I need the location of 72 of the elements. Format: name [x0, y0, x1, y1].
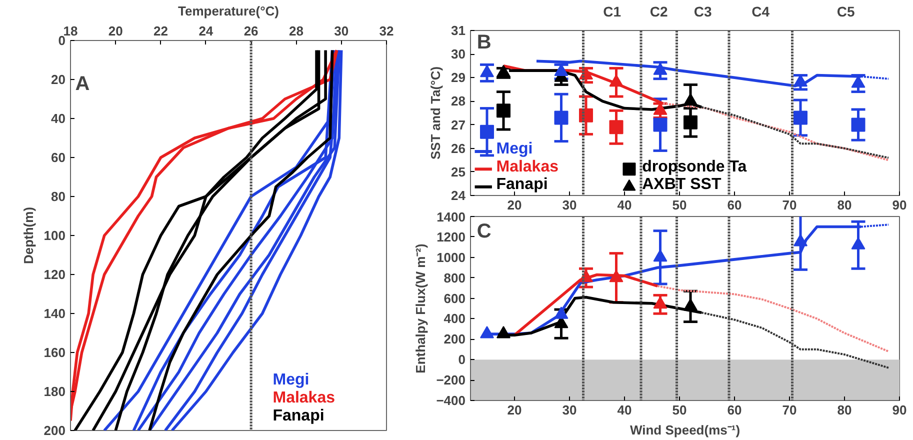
x-tick-label: 60 [727, 198, 742, 212]
y-tick-label: 24 [451, 188, 466, 203]
x-tick-label: 30 [562, 198, 577, 212]
x-tick-label: 40 [617, 402, 632, 418]
x-axis-title: Wind Speed(ms⁻¹) [630, 422, 740, 438]
y-tick-label: 800 [444, 270, 466, 286]
y-tick-label: 27 [451, 117, 466, 132]
x-tick-label: 80 [837, 402, 852, 418]
y-tick-label: 200 [444, 332, 466, 347]
x-tick-label: 40 [617, 198, 632, 212]
x-tick-label: 70 [782, 402, 797, 418]
y-tick-label: −200 [436, 372, 466, 388]
x-axis-title: Temperature(°C) [178, 4, 280, 18]
text: Megi [272, 372, 310, 389]
x-tick-label: 90 [892, 198, 907, 212]
legend-label: Megi [496, 140, 533, 158]
legend-label: dropsonde Ta [642, 158, 747, 176]
y-tick-label: 28 [451, 94, 466, 109]
y-axis-title: SST and Ta(°C) [428, 66, 444, 160]
legend-label: AXBT SST [642, 176, 722, 194]
y-tick-label: 20 [51, 72, 66, 87]
x-tick-label: 20 [507, 402, 522, 418]
x-tick-label: 20 [108, 24, 123, 38]
y-axis-title: Enthalpy Flux(W m⁻²) [413, 244, 428, 374]
x-tick-label: 50 [672, 402, 687, 418]
x-tick-label: 20 [507, 198, 522, 212]
text: Malakas [272, 390, 336, 407]
y-tick-label: 100 [44, 228, 66, 243]
y-tick-label: 180 [44, 384, 66, 399]
y-axis-title: Depth(m) [20, 206, 36, 264]
legend-label: Fanapi [496, 176, 548, 194]
y-tick-label: 120 [44, 267, 66, 282]
x-tick-label: 26 [244, 24, 258, 38]
y-tick-label: 1000 [436, 250, 466, 265]
y-tick-label: 25 [451, 164, 466, 180]
y-tick-label: 29 [451, 70, 466, 86]
y-tick-label: 600 [444, 290, 466, 306]
y-tick-label: 60 [51, 150, 66, 165]
x-tick-label: 30 [334, 24, 349, 38]
x-tick-label: 28 [288, 24, 304, 38]
y-tick-label: 140 [44, 306, 66, 321]
x-tick-label: 60 [727, 402, 742, 418]
y-tick-label: 40 [51, 111, 66, 126]
y-tick-label: 0 [58, 33, 66, 48]
y-tick-label: 31 [451, 23, 466, 38]
text: C1 [603, 4, 622, 20]
y-tick-label: 26 [451, 140, 466, 156]
x-tick-label: 50 [672, 198, 687, 212]
x-tick-label: 70 [782, 198, 797, 212]
x-tick-label: 22 [154, 24, 168, 38]
legend-label: Malakas [496, 158, 559, 176]
y-tick-label: 30 [451, 46, 466, 62]
text: C3 [694, 4, 712, 20]
y-tick-label: 400 [444, 311, 466, 326]
text: C2 [650, 4, 668, 20]
y-tick-label: 160 [44, 345, 66, 360]
y-tick-label: 1400 [436, 210, 466, 224]
y-tick-label: 0 [458, 352, 466, 368]
x-tick-label: 24 [198, 24, 214, 38]
x-tick-label: 80 [837, 198, 852, 212]
annotation: A [75, 73, 90, 96]
x-tick-label: 90 [892, 402, 907, 418]
text: C4 [752, 4, 770, 20]
y-tick-label: 200 [44, 423, 66, 438]
y-tick-label: −400 [436, 393, 466, 408]
annotation: B [476, 32, 492, 54]
text: C5 [836, 4, 856, 20]
x-tick-label: 32 [379, 24, 394, 38]
annotation: C [476, 220, 492, 242]
y-tick-label: 1200 [436, 229, 466, 244]
text: Fanapi [272, 408, 324, 425]
x-tick-label: 30 [562, 402, 577, 418]
